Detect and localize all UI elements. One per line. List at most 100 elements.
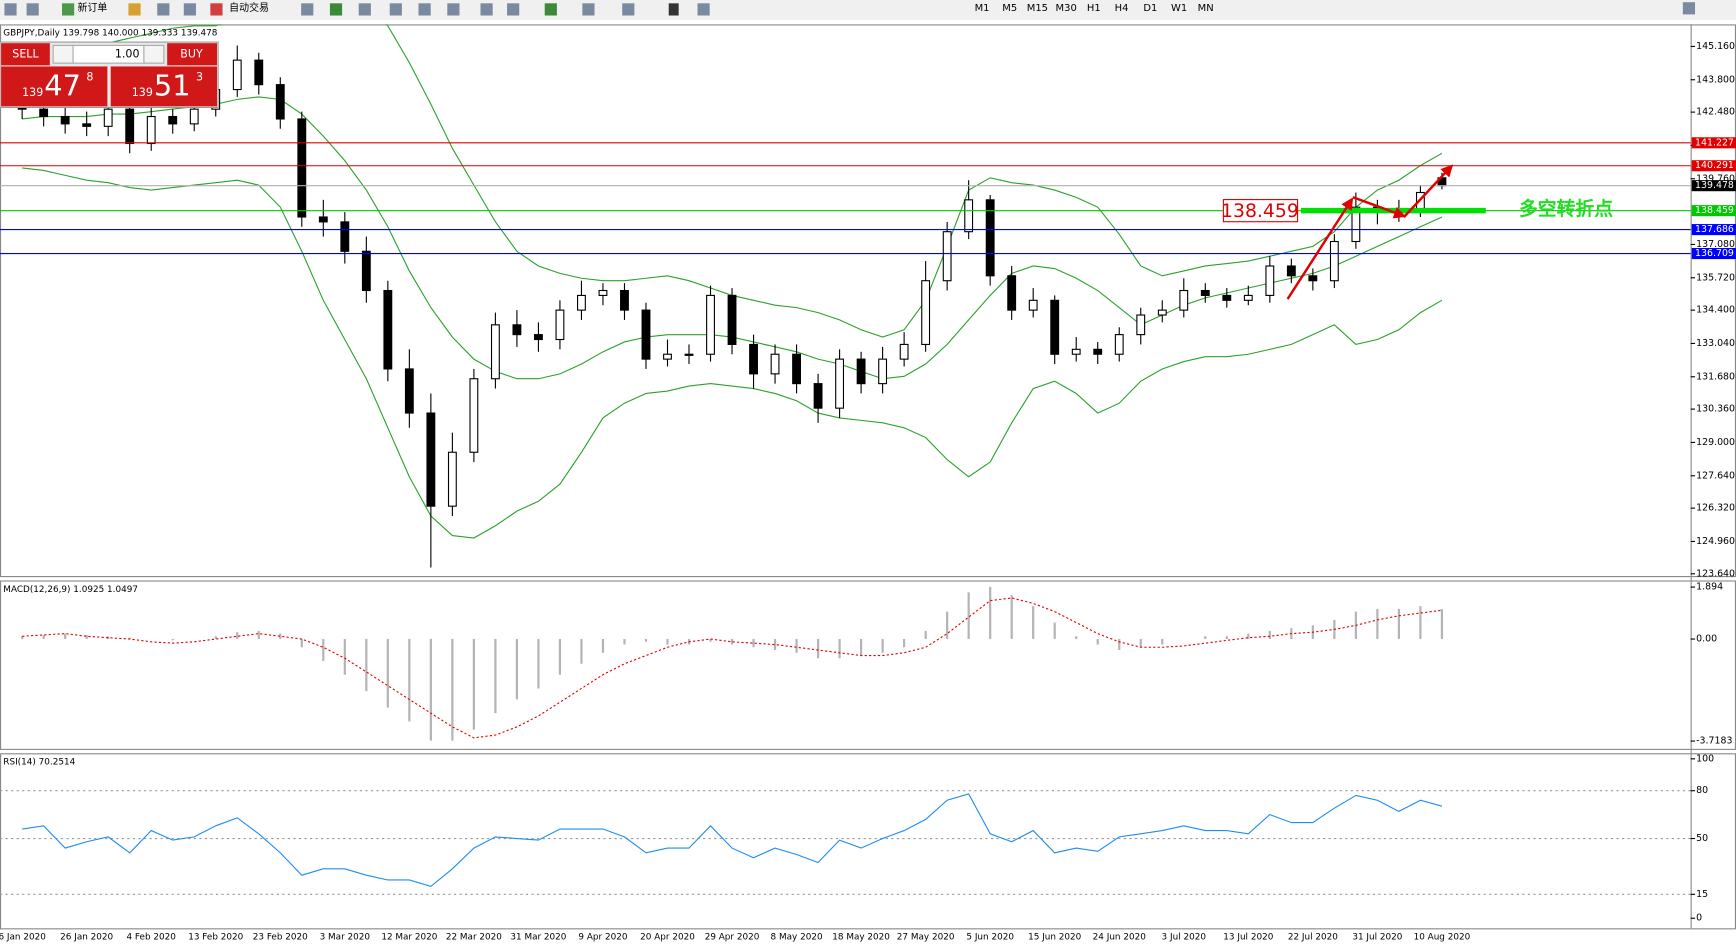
icon[interactable] (507, 3, 520, 16)
icon[interactable] (697, 3, 710, 16)
icon[interactable] (1682, 2, 1696, 15)
y-tick-label: 124.960 (1696, 536, 1735, 547)
panel-title: RSI(14) 70.2514 (3, 758, 75, 768)
y-tick-label: 126.320 (1696, 503, 1735, 514)
timeframe-button[interactable]: D1 (1143, 3, 1157, 14)
x-tick-label: 4 Feb 2020 (127, 933, 177, 943)
icon[interactable] (544, 3, 557, 16)
level-tag (1691, 247, 1736, 260)
candle-body (1179, 289, 1189, 311)
icon[interactable] (4, 3, 17, 16)
candle-body (577, 294, 586, 311)
trend-arrows (1286, 164, 1454, 300)
new-order-button[interactable]: 新订单 (78, 1, 108, 14)
icon[interactable] (480, 3, 493, 16)
y-tick-label: 127.640 (1696, 470, 1735, 481)
candle-body (1136, 314, 1146, 336)
candle-body (878, 358, 888, 385)
timeframe-button[interactable]: M30 (1056, 3, 1077, 14)
level-tag (1691, 137, 1736, 149)
y-tick-label: 145.160 (1696, 41, 1735, 52)
icon[interactable] (210, 3, 223, 16)
buy-label[interactable]: BUY (180, 47, 203, 60)
autotrading-button[interactable]: 自动交易 (229, 1, 269, 14)
candle-body (663, 353, 672, 360)
icon[interactable] (128, 3, 141, 16)
icon[interactable] (582, 3, 595, 16)
x-tick-label: 13 Feb 2020 (188, 933, 243, 943)
timeframe-button[interactable]: M15 (1027, 3, 1048, 14)
candle-body (641, 309, 651, 360)
icon[interactable] (622, 3, 635, 16)
icon[interactable] (389, 3, 402, 16)
x-tick-label: 26 Jan 2020 (60, 933, 113, 943)
pivot-box (1222, 199, 1299, 223)
x-tick-label: 10 Aug 2020 (1414, 933, 1471, 943)
y-tick-label: -3.7183 (1696, 736, 1732, 747)
candle-body (856, 358, 866, 385)
candle-body (189, 108, 199, 125)
candle-body (125, 108, 135, 145)
candle-body (598, 289, 608, 296)
candle-body (684, 353, 694, 356)
timeframe-button[interactable]: H4 (1115, 3, 1129, 14)
icon[interactable] (418, 3, 431, 16)
candle-body (1028, 299, 1038, 311)
toolbar-icons (4, 2, 1696, 16)
icon[interactable] (157, 3, 170, 16)
arrow (1352, 196, 1407, 219)
icon[interactable] (668, 3, 679, 16)
candle-body (39, 108, 49, 118)
candle-body (1222, 294, 1232, 301)
candle-body (60, 115, 70, 125)
sell-button[interactable] (1, 43, 50, 66)
icon[interactable] (329, 3, 343, 16)
candle-body (1093, 348, 1103, 355)
pivot-label: 138.459 (1221, 201, 1299, 222)
lot-up[interactable] (143, 44, 165, 64)
y-tick-label: 123.640 (1696, 568, 1735, 579)
x-tick-label: 31 Mar 2020 (510, 933, 566, 943)
candle-body (749, 343, 758, 375)
y-tick-label: 143.800 (1696, 74, 1735, 85)
lot-down[interactable] (52, 44, 74, 64)
x-tick-label: 27 May 2020 (897, 933, 955, 943)
icon[interactable] (62, 3, 75, 16)
candle-body (835, 358, 845, 409)
timeframe-button[interactable]: M5 (1002, 3, 1017, 14)
level-tag (1691, 160, 1736, 172)
panel-borders (0, 24, 1736, 930)
sell-label[interactable]: SELL (12, 47, 39, 60)
candle-body (792, 353, 801, 385)
bollinger-band (22, 167, 1443, 539)
lot-value[interactable]: 1.00 (115, 47, 140, 60)
buy-button[interactable] (167, 43, 217, 66)
icon[interactable] (358, 3, 371, 16)
icon[interactable] (183, 3, 196, 16)
bid-box[interactable] (1, 66, 108, 107)
candle-body (1007, 275, 1017, 311)
icon[interactable] (301, 3, 314, 16)
chart-area (0, 19, 1736, 946)
candle-body (813, 383, 823, 409)
candle-body (706, 294, 715, 355)
candle-body (103, 108, 113, 127)
toolbar (0, 0, 1736, 20)
ask-box[interactable] (110, 66, 217, 107)
timeframe-button[interactable]: W1 (1171, 3, 1187, 14)
y-tick-label: 135.720 (1696, 272, 1735, 283)
timeframe-button[interactable]: M1 (975, 3, 990, 14)
timeframe-button[interactable]: H1 (1087, 3, 1101, 14)
icon[interactable] (26, 3, 39, 16)
panel-title: GBPJPY,Daily 139.798 140.000 139.333 139… (3, 29, 217, 39)
y-tick-label: 139.760 (1696, 173, 1735, 184)
y-tick-label: 100 (1696, 753, 1714, 764)
icon[interactable] (447, 3, 460, 16)
candle-body (899, 343, 909, 360)
level-label: 137.686 (1695, 224, 1734, 235)
candle-body (1114, 334, 1124, 355)
x-tick-label: 22 Mar 2020 (446, 933, 502, 943)
timeframe-button[interactable]: MN (1198, 3, 1214, 14)
price-panel (0, 24, 1736, 578)
